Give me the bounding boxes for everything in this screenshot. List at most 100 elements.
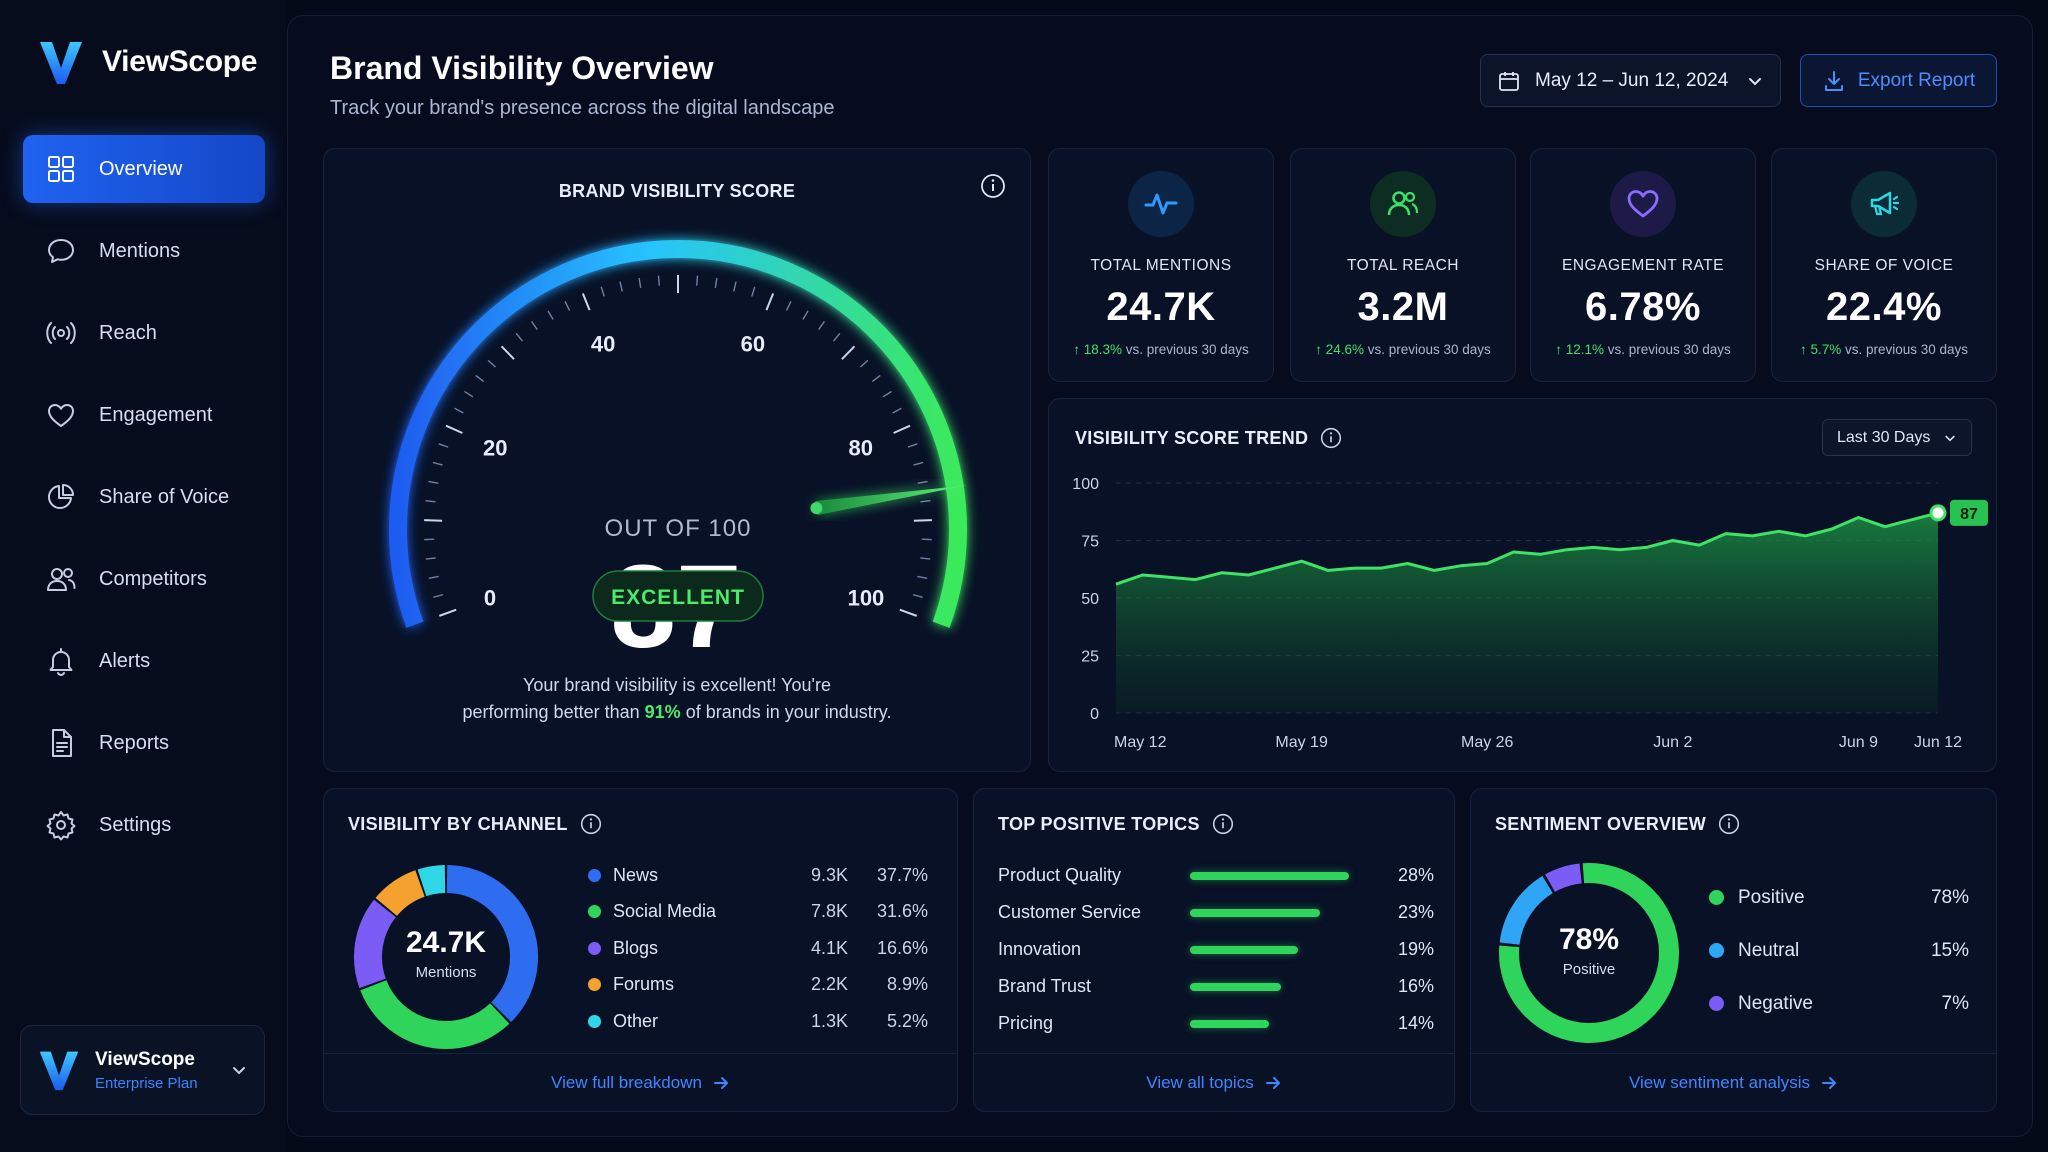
gauge-arc (389, 240, 967, 628)
topic-name: Pricing (998, 1013, 1054, 1033)
sidebar-item-alerts[interactable]: Alerts (23, 627, 265, 695)
view-all-topics-link[interactable]: View all topics (974, 1053, 1454, 1111)
topic-pct: 14% (1397, 1013, 1434, 1033)
gauge-tick (893, 424, 911, 434)
sentiment-pct: 7% (1941, 992, 1969, 1014)
info-icon[interactable] (580, 813, 602, 835)
footer-link-label: View sentiment analysis (1628, 1072, 1811, 1092)
sentiment-legend: Positive 78% Neutral 15% Negative 7% (1709, 871, 1969, 1030)
gauge-tick (907, 443, 918, 448)
trend-last-point (1929, 504, 1947, 522)
sidebar-item-reach[interactable]: Reach (23, 299, 265, 367)
gauge-tick (913, 461, 924, 466)
gauge-tick (917, 480, 928, 484)
gauge-tick (832, 332, 841, 342)
account-switcher[interactable]: ViewScope Enterprise Plan (20, 1025, 265, 1115)
metric-card-share-of-voice: SHARE OF VOICE 22.4% ↑ 5.7% vs. previous… (1771, 148, 1997, 382)
visibility-trend-card: May 12 May 19 May 26 Jun 2 Jun 9 Jun 12 0 25 50… (1048, 398, 1997, 772)
topic-name: Customer Service (998, 902, 1142, 922)
gauge-tick (515, 332, 524, 342)
download-icon (1824, 70, 1843, 91)
arrow-right-icon (1265, 1076, 1280, 1089)
channel-row: Other 1.3K 5.2% (588, 1003, 928, 1040)
gauge-tick (500, 345, 515, 360)
sentiment-pct: 15% (1930, 939, 1969, 961)
topic-bar (1190, 1019, 1270, 1028)
topic-name: Product Quality (998, 865, 1122, 885)
rating-badge (592, 570, 764, 622)
sidebar-item-settings[interactable]: Settings (23, 791, 265, 859)
topic-bar (1190, 982, 1281, 991)
gauge-tick (917, 575, 928, 580)
app-name: ViewScope (102, 45, 258, 78)
channel-name: News (613, 864, 659, 885)
document-icon (52, 729, 72, 757)
gauge-tick (432, 461, 443, 466)
activity-pulse-icon (1128, 171, 1194, 237)
metric-label: ENGAGEMENT RATE (1562, 257, 1724, 274)
date-range-picker[interactable]: May 12 – Jun 12, 2024 (1480, 54, 1781, 107)
info-icon[interactable] (1718, 813, 1740, 835)
topics-title: TOP POSITIVE TOPICS (998, 813, 1200, 834)
metric-value: 6.78% (1585, 285, 1701, 329)
channel-row: Blogs 4.1K 16.6% (588, 930, 928, 967)
channel-pct: 16.6% (876, 937, 928, 958)
metric-card-engagement: ENGAGEMENT RATE 6.78% ↑ 12.1% vs. previo… (1530, 148, 1756, 382)
info-icon[interactable] (1212, 813, 1234, 835)
bell-icon (49, 648, 73, 676)
gauge-tick (802, 310, 809, 320)
sidebar-nav: Overview Mentions Reach Engagement Share of … (23, 135, 265, 873)
view-full-breakdown-link[interactable]: View full breakdown (324, 1053, 957, 1111)
page-title: Brand Visibility Overview (330, 50, 714, 86)
metric-value: 24.7K (1106, 285, 1216, 329)
trend-y-tick: 75 (1081, 534, 1099, 551)
channel-title-row: VISIBILITY BY CHANNEL (348, 813, 602, 835)
trend-y-tick: 25 (1081, 649, 1099, 666)
brand[interactable]: ViewScope (38, 38, 257, 86)
metric-card-reach: TOTAL REACH 3.2M ↑ 24.6% vs. previous 30… (1290, 148, 1516, 382)
channel-value: 9.3K (810, 864, 848, 885)
view-sentiment-analysis-link[interactable]: View sentiment analysis (1471, 1053, 1996, 1111)
sidebar-item-label: Engagement (99, 403, 213, 426)
metric-card-mentions: TOTAL MENTIONS 24.7K ↑ 18.3% vs. previou… (1048, 148, 1274, 382)
trend-last-value: 87 (1960, 506, 1978, 523)
sidebar-item-reports[interactable]: Reports (23, 709, 265, 777)
sidebar-item-mentions[interactable]: Mentions (23, 217, 265, 285)
sidebar-item-share-of-voice[interactable]: Share of Voice (23, 463, 265, 531)
metric-value: 22.4% (1826, 285, 1942, 329)
gauge-tick (487, 359, 497, 368)
legend-dot (1709, 996, 1724, 1011)
channel-row: Forums 2.2K 8.9% (588, 967, 928, 1004)
gauge-tick (464, 390, 474, 398)
channel-name: Blogs (613, 937, 659, 958)
export-report-button[interactable]: Export Report (1800, 54, 1997, 107)
trend-range-select[interactable]: Last 30 Days (1822, 419, 1972, 456)
sidebar-item-competitors[interactable]: Competitors (23, 545, 265, 613)
gauge-tick (899, 608, 918, 617)
chevron-down-icon (1945, 435, 1955, 441)
account-name: ViewScope (95, 1048, 195, 1070)
channel-name: Forums (613, 974, 675, 995)
topic-pct: 28% (1397, 865, 1434, 885)
export-label: Export Report (1857, 69, 1976, 91)
sidebar-item-overview[interactable]: Overview (23, 135, 265, 203)
pie-chart-icon (48, 484, 74, 509)
sidebar-item-label: Reports (99, 731, 170, 754)
gauge-tick (785, 301, 792, 311)
gauge-tick (547, 310, 554, 320)
trend-y-tick: 50 (1081, 591, 1099, 608)
sentiment-row: Negative 7% (1709, 977, 1969, 1030)
trend-y-tick: 100 (1072, 476, 1099, 493)
heart-icon (1610, 171, 1676, 237)
sidebar-item-engagement[interactable]: Engagement (23, 381, 265, 449)
info-icon[interactable] (1320, 427, 1342, 449)
topic-bar (1190, 945, 1298, 954)
channel-value: 4.1K (810, 937, 848, 958)
info-icon[interactable] (980, 173, 1006, 199)
gauge-tick-label: 60 (741, 332, 765, 357)
channel-donut-segment (375, 870, 426, 917)
sidebar-item-label: Mentions (99, 239, 181, 262)
legend-dot (588, 868, 601, 882)
topic-bar (1190, 871, 1349, 880)
